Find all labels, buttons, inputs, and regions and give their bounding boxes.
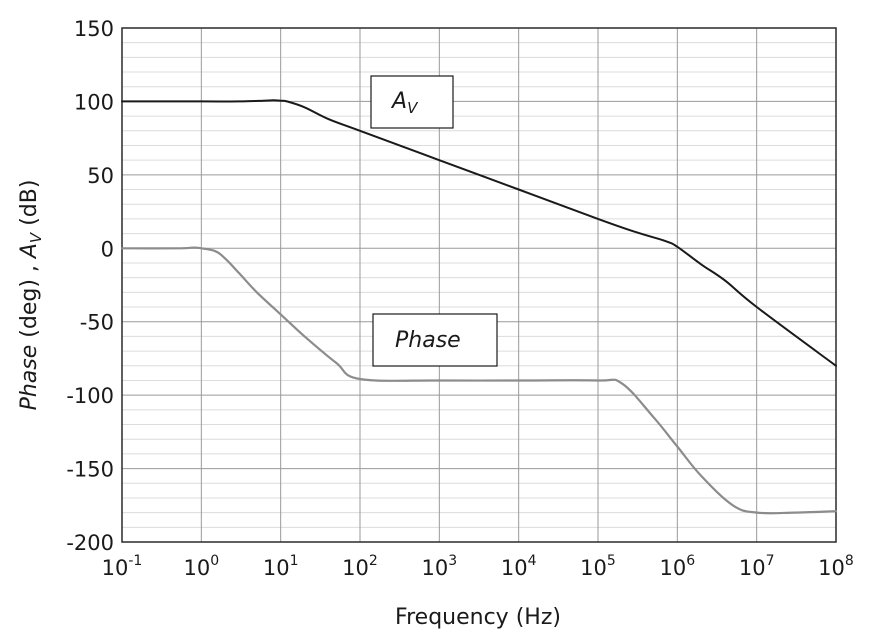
x-tick-label: 104: [501, 553, 537, 580]
x-tick-label: 106: [660, 553, 696, 580]
x-tick-label: 105: [580, 553, 616, 580]
y-tick-label: 100: [74, 90, 114, 114]
x-tick-labels: 10-1 100 101 102 103 104 105 106 107 108: [102, 553, 854, 580]
series-line-av: [121, 99, 837, 367]
y-tick-label: 150: [74, 17, 114, 41]
major-gridlines: [121, 27, 837, 543]
x-tick-label: 101: [263, 553, 299, 580]
x-tick-label: 107: [739, 553, 775, 580]
annotation-phase-label: Phase: [372, 313, 498, 367]
y-tick-label: -200: [66, 531, 114, 555]
plot-frame: [121, 27, 837, 543]
y-tick-label: 0: [101, 237, 114, 261]
x-tick-label: 102: [342, 553, 378, 580]
y-tick-label: -100: [66, 384, 114, 408]
y-tick-label: 50: [87, 164, 114, 188]
y-tick-label: -150: [66, 458, 114, 482]
y-tick-labels: 150 100 50 0 -50 -100 -150 -200: [66, 17, 114, 555]
x-tick-label: 100: [184, 553, 220, 580]
x-axis-title: Frequency (Hz): [395, 605, 561, 630]
annotation-av-box: [370, 75, 454, 129]
series-layer: [120, 99, 838, 515]
y-tick-label: -50: [80, 311, 114, 335]
annotation-phase-text: Phase: [395, 328, 461, 353]
annotation-av-label: AV: [370, 75, 454, 129]
y-axis-title: Phase (deg) , AV (dB): [17, 180, 45, 411]
x-tick-label: 103: [422, 553, 458, 580]
x-tick-label: 108: [818, 553, 854, 580]
annotation-phase-box: [372, 313, 498, 367]
annotation-av-text: AV: [390, 89, 419, 117]
minor-gridlines: [122, 42, 836, 528]
x-tick-label: 10-1: [102, 553, 143, 580]
series-line-phase: [120, 246, 838, 515]
